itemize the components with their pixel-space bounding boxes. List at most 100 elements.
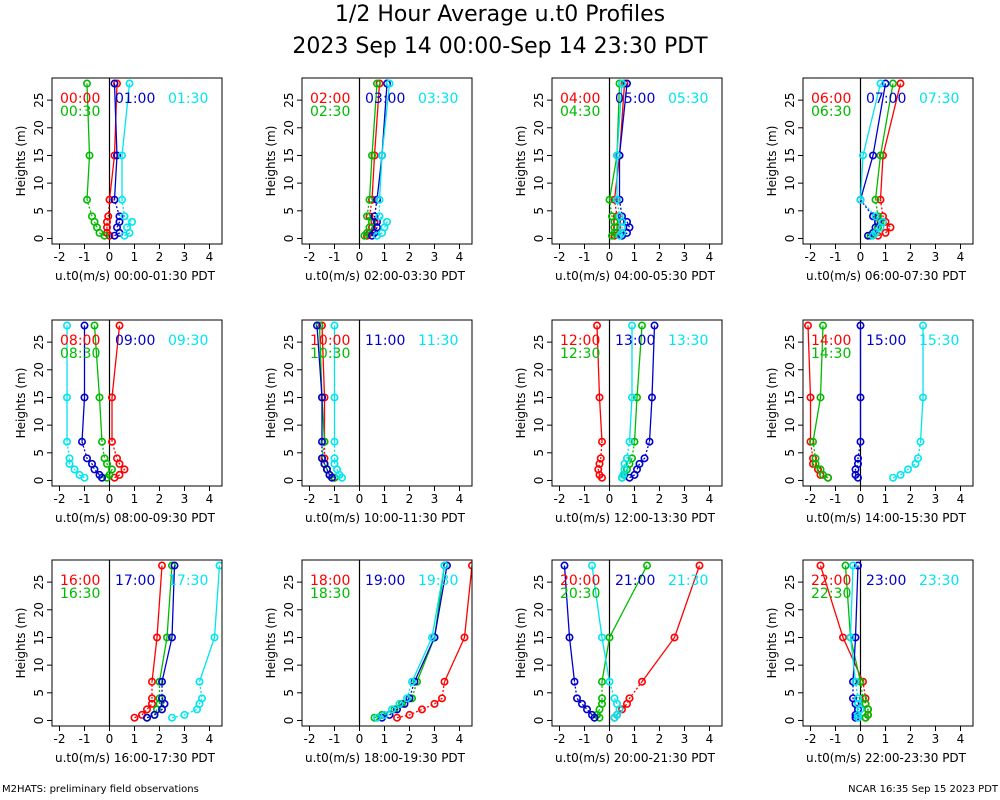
- data-point: [818, 321, 827, 330]
- y-axis-label: Heights (m): [514, 608, 528, 679]
- data-point: [670, 633, 679, 642]
- data-point: [148, 699, 157, 708]
- x-tick-label: -2: [805, 732, 817, 746]
- data-point: [853, 459, 862, 468]
- y-tick-label: 25: [532, 574, 546, 589]
- legend-time-label: 09:30: [168, 333, 208, 349]
- data-point: [168, 633, 177, 642]
- y-tick-label: 5: [282, 449, 296, 457]
- y-tick-label: 25: [282, 334, 296, 349]
- series-line: [616, 83, 623, 200]
- series-line: [628, 325, 633, 442]
- data-point: [565, 633, 574, 642]
- legend-time-label: 00:30: [60, 104, 100, 120]
- legend-time-label: 23:00: [866, 573, 906, 589]
- data-point: [108, 437, 117, 446]
- x-axis-label: u.t0(m/s) 04:00-05:30 PDT: [555, 269, 716, 283]
- y-tick-label: 0: [32, 235, 46, 243]
- y-axis-label: Heights (m): [264, 608, 278, 679]
- data-point: [615, 79, 624, 88]
- data-point: [103, 223, 112, 232]
- data-point: [605, 633, 614, 642]
- x-tick-label: -2: [54, 492, 66, 506]
- series-line-near-surface: [376, 681, 413, 719]
- y-tick-label: 15: [532, 390, 546, 405]
- x-axis-label: u.t0(m/s) 10:00-11:30 PDT: [305, 511, 466, 525]
- x-tick-label: 2: [156, 492, 164, 506]
- series-layer: [370, 561, 472, 722]
- x-tick-label: 2: [406, 732, 414, 746]
- x-tick-label: -1: [830, 250, 842, 264]
- data-point: [437, 694, 446, 703]
- data-point: [605, 677, 614, 686]
- legend-time-label: 05:30: [668, 91, 708, 107]
- data-point: [617, 228, 626, 237]
- data-point: [617, 79, 626, 88]
- data-point: [816, 393, 825, 402]
- profile-panel: -2 -1 0 1 2 3 4 0 5 10 15 20 25 u.t0(m/s) 22:00-23:30…: [765, 559, 974, 765]
- data-point: [90, 321, 99, 330]
- data-point: [113, 79, 122, 88]
- data-point: [803, 321, 812, 330]
- data-point: [878, 217, 887, 226]
- y-tick-label: 15: [783, 148, 797, 163]
- x-tick-label: 3: [431, 492, 439, 506]
- data-point: [113, 454, 122, 463]
- profile-panel: -2 -1 0 1 2 3 4 0 5 10 15 20 25 u.t0(m/s) 10:00-11:30…: [264, 319, 473, 525]
- plot-frame: [551, 559, 723, 727]
- data-point: [811, 459, 820, 468]
- y-tick-label: 0: [282, 235, 296, 243]
- y-tick-label: 10: [282, 417, 296, 432]
- data-point: [367, 151, 376, 160]
- legend-time-label: 15:00: [866, 333, 906, 349]
- data-point: [853, 454, 862, 463]
- y-tick-label: 20: [282, 362, 296, 377]
- series-line: [111, 325, 121, 442]
- data-point: [195, 677, 204, 686]
- legend-time-label: 17:30: [168, 573, 208, 589]
- data-point: [597, 699, 606, 708]
- data-point: [392, 713, 401, 722]
- data-point: [615, 151, 624, 160]
- x-tick-label: 4: [957, 250, 965, 264]
- data-point: [595, 393, 604, 402]
- plot-frame: [802, 319, 974, 487]
- x-tick-label: -2: [805, 250, 817, 264]
- series-layer: [312, 321, 346, 482]
- y-tick-label: 25: [783, 92, 797, 107]
- data-point: [168, 561, 177, 570]
- legend-time-label: 16:30: [60, 586, 100, 602]
- y-axis-label: Heights (m): [765, 608, 779, 679]
- x-tick-label: 4: [456, 250, 464, 264]
- y-axis-label: Heights (m): [14, 608, 28, 679]
- data-point: [365, 195, 374, 204]
- data-point: [896, 470, 905, 479]
- figure-subtitle: 2023 Sep 14 00:00-Sep 14 23:30 PDT: [292, 34, 708, 59]
- x-tick-label: -1: [79, 732, 91, 746]
- plot-frame: [301, 559, 473, 727]
- x-tick-label: 1: [882, 732, 890, 746]
- x-tick-label: -2: [54, 250, 66, 264]
- x-tick-label: 3: [181, 732, 189, 746]
- data-point: [635, 459, 644, 468]
- data-point: [876, 195, 885, 204]
- series-layer: [560, 561, 704, 722]
- data-point: [853, 694, 862, 703]
- profile-panel: -2 -1 0 1 2 3 4 0 5 10 15 20 25 u.t0(m/s) 18:00-19:30…: [264, 559, 473, 765]
- x-tick-label: 4: [957, 732, 965, 746]
- data-point: [215, 561, 222, 570]
- footer-right-stamp: NCAR 16:35 Sep 15 2023 PDT: [848, 784, 999, 795]
- data-point: [95, 470, 104, 479]
- data-point: [412, 677, 421, 686]
- series-line: [591, 565, 611, 682]
- data-point: [617, 212, 626, 221]
- y-tick-label: 25: [32, 334, 46, 349]
- y-tick-label: 10: [32, 417, 46, 432]
- data-point: [100, 454, 109, 463]
- data-point: [632, 393, 641, 402]
- data-point: [627, 393, 636, 402]
- data-point: [397, 699, 406, 708]
- data-point: [612, 151, 621, 160]
- x-tick-label: 1: [882, 492, 890, 506]
